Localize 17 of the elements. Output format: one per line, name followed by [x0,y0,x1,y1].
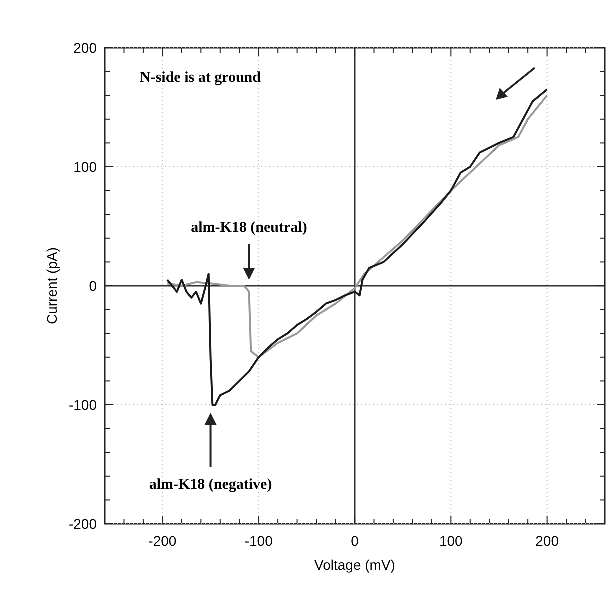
y-tick-label: -100 [68,397,98,413]
y-tick-label: 0 [89,278,98,294]
line-series [166,94,548,358]
x-tick-label: 100 [439,533,464,549]
line-series [166,88,548,406]
x-tick-label: 200 [536,533,560,549]
annotation: alm-K18 (negative) [149,477,272,493]
y-tick-label: 100 [74,159,98,175]
y-axis-title: Current (pA) [44,247,60,325]
x-axis-title: Voltage (mV) [314,557,396,573]
x-tick-label: 0 [351,533,360,549]
x-tick-label: -200 [148,533,177,549]
x-tick-label: -100 [244,533,274,549]
y-tick-label: 200 [74,40,98,56]
annotation: alm-K18 (neutral) [191,220,308,236]
annotation: N-side is at ground [140,70,262,86]
y-tick-label: -200 [68,516,98,532]
